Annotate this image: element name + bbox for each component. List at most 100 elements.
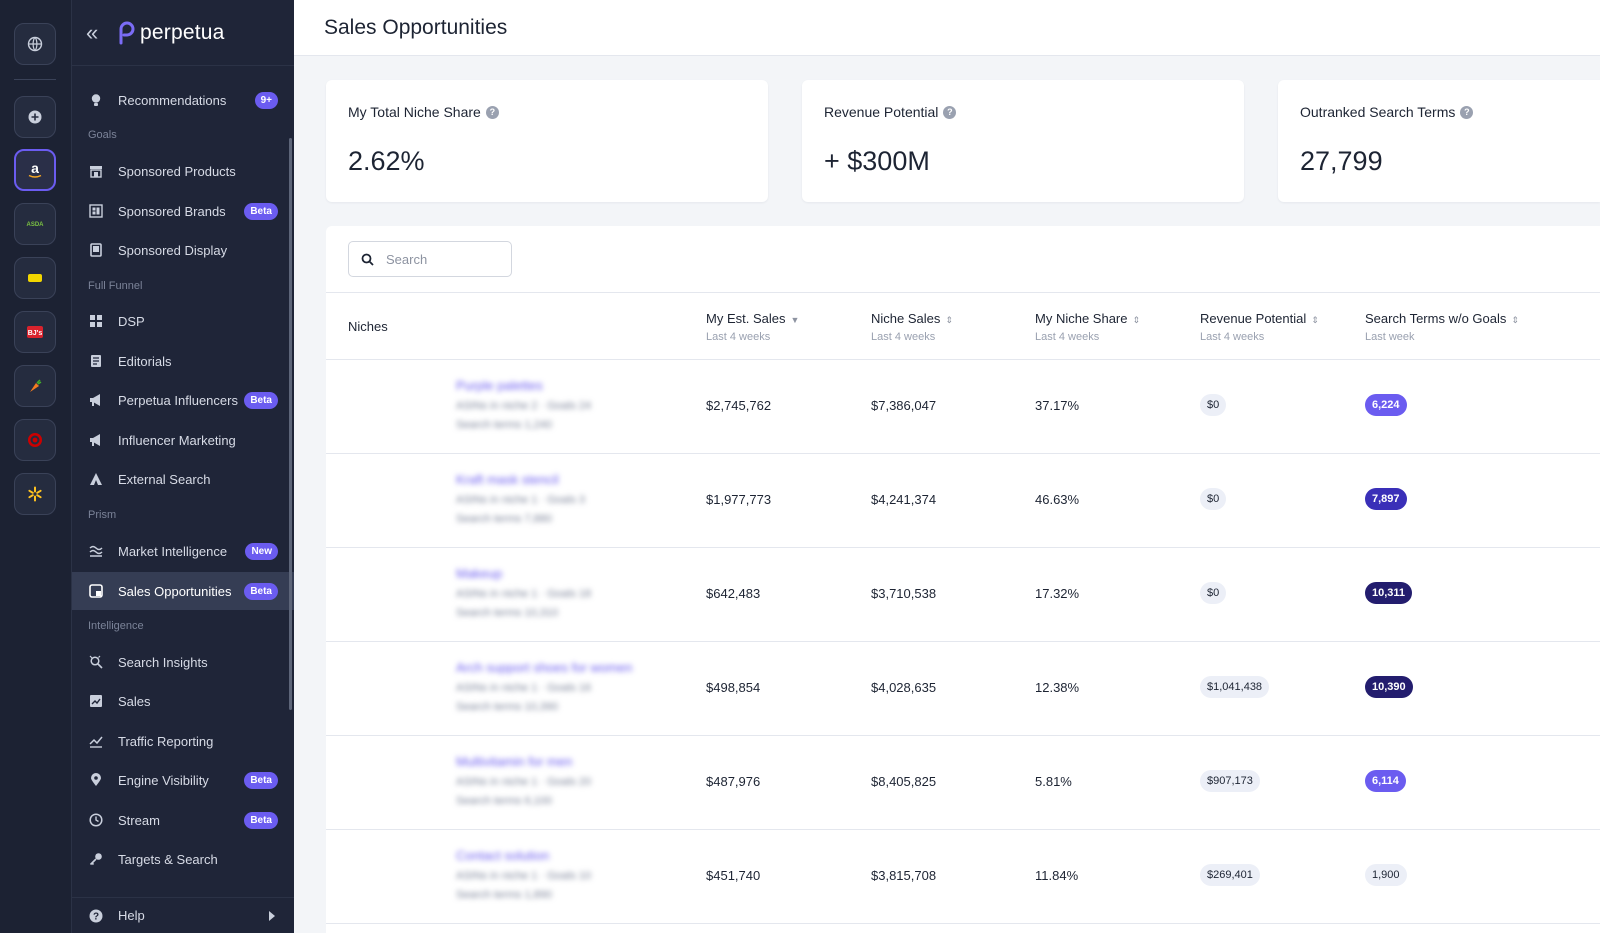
revenue-pill: $0 (1200, 582, 1227, 604)
niche-link[interactable]: Arch support shoes for women (456, 660, 633, 675)
help-icon[interactable]: ? (1460, 105, 1474, 119)
rail-add-button[interactable] (14, 96, 56, 138)
sidebar-item-sponsored-brands[interactable]: Sponsored Brands Beta (72, 192, 294, 230)
search-icon (361, 253, 374, 266)
column-header-my-est-sales[interactable]: My Est. Sales ▼ Last 4 weeks (706, 311, 799, 343)
column-label: Niche Sales (871, 311, 941, 326)
column-header-niche-sales[interactable]: Niche Sales ⇕ Last 4 weeks (871, 311, 953, 343)
sidebar-item-dsp[interactable]: DSP (72, 302, 294, 340)
card-label: Outranked Search Terms (1300, 104, 1456, 120)
table-row[interactable]: Kraft mask stencil ASINs in niche 1 · Go… (326, 454, 1600, 548)
perpetua-logo-icon (119, 21, 135, 44)
plus-circle-icon (28, 110, 42, 124)
sidebar-item-label: Traffic Reporting (118, 733, 214, 749)
sidebar-item-label: DSP (118, 313, 145, 329)
sales-chart-icon (90, 695, 102, 707)
share-cell: 5.81% (1035, 774, 1072, 789)
card-value: 2.62% (348, 146, 425, 176)
niche-link[interactable]: Kraft mask stencil (456, 472, 559, 487)
sidebar-item-influencer-marketing[interactable]: Influencer Marketing (72, 421, 294, 459)
table-row[interactable]: Multivitamin for men ASINs in niche 1 · … (326, 736, 1600, 830)
search-input[interactable] (386, 251, 496, 267)
my-sales-cell: $642,483 (706, 586, 761, 601)
sidebar-item-label: Engine Visibility (118, 772, 209, 788)
help-icon[interactable]: ? (485, 105, 499, 119)
sidebar-item-sponsored-display[interactable]: Sponsored Display (72, 231, 294, 269)
column-header-revenue-potential[interactable]: Revenue Potential ⇕ Last 4 weeks (1200, 311, 1319, 343)
brand-logo[interactable]: perpetua (116, 21, 225, 45)
rail-amazon-button[interactable]: a (14, 149, 56, 191)
rail-instacart-button[interactable] (14, 365, 56, 407)
column-header-my-niche-share[interactable]: My Niche Share ⇕ Last 4 weeks (1035, 311, 1140, 343)
sort-desc-icon[interactable]: ▼ (790, 315, 800, 325)
niche-sales-cell: $7,386,047 (871, 398, 937, 413)
search-terms-pill[interactable]: 10,311 (1365, 582, 1413, 604)
sidebar-item-targets-search[interactable]: Targets & Search (72, 840, 294, 878)
brand-grid-icon (89, 204, 103, 218)
my-sales-cell: $1,977,773 (706, 492, 772, 507)
sort-icon[interactable]: ⇕ (945, 315, 953, 325)
sidebar-item-label: Search Insights (118, 654, 208, 670)
niche-cell: Contact solution ASINs in niche 1 · Goal… (456, 848, 591, 901)
niche-link[interactable]: Contact solution (456, 848, 550, 863)
search-terms-pill[interactable]: 6,224 (1365, 394, 1407, 416)
rail-global-button[interactable] (14, 23, 56, 65)
sidebar-item-stream[interactable]: Stream Beta (72, 801, 294, 839)
niche-link[interactable]: Makeup (456, 566, 503, 581)
location-pin-icon (91, 773, 101, 786)
sidebar-item-engine-visibility[interactable]: Engine Visibility Beta (72, 761, 294, 799)
sort-icon[interactable]: ⇕ (1311, 315, 1319, 325)
rail-bjs-button[interactable]: BJ's (14, 311, 56, 353)
search-terms-pill[interactable]: 10,390 (1365, 676, 1413, 698)
rail-walmart-button[interactable] (14, 473, 56, 515)
sidebar-item-sales[interactable]: Sales (72, 682, 294, 720)
share-cell: 12.38% (1035, 680, 1080, 695)
help-circle-icon: ? (89, 909, 103, 922)
sidebar-scrollbar[interactable] (289, 138, 292, 710)
search-terms-pill[interactable]: 1,900 (1365, 864, 1407, 886)
sidebar: « perpetua Recommendations 9+ Goals Spon… (72, 0, 294, 933)
sidebar-item-perpetua-influencers[interactable]: Perpetua Influencers Beta (72, 381, 294, 419)
search-terms-pill[interactable]: 6,114 (1365, 770, 1406, 792)
niche-link[interactable]: Multivitamin for men (456, 754, 573, 769)
sidebar-item-help[interactable]: ? Help (72, 897, 294, 933)
svg-text:a: a (31, 160, 39, 176)
rail-target-button[interactable] (14, 419, 56, 461)
collapse-sidebar-icon[interactable]: « (86, 19, 99, 45)
column-header-niches[interactable]: Niches (348, 319, 388, 334)
sidebar-item-external-search[interactable]: External Search (72, 460, 294, 498)
sidebar-item-recommendations[interactable]: Recommendations 9+ (72, 81, 294, 119)
sidebar-item-editorials[interactable]: Editorials (72, 342, 294, 380)
share-cell: 11.84% (1035, 868, 1079, 883)
sort-icon[interactable]: ⇕ (1132, 315, 1141, 325)
table-row[interactable]: Arch support shoes for women ASINs in ni… (326, 642, 1600, 736)
outranked-search-terms-card: Outranked Search Terms? 27,799 (1278, 80, 1600, 202)
column-header-search-terms[interactable]: Search Terms w/o Goals ⇕ Last week (1365, 311, 1519, 343)
sidebar-item-search-insights[interactable]: Search Insights (72, 643, 294, 681)
sidebar-item-sales-opportunities[interactable]: Sales Opportunities Beta (72, 572, 294, 610)
column-label: My Est. Sales (706, 311, 786, 326)
card-value: + $300M (824, 146, 930, 176)
table-row[interactable]: Makeup ASINs in niche 1 · Goals 18 Searc… (326, 548, 1600, 642)
niche-sales-cell: $3,710,538 (871, 586, 937, 601)
sidebar-item-traffic-reporting[interactable]: Traffic Reporting (72, 722, 294, 760)
sort-icon[interactable]: ⇕ (1511, 315, 1519, 325)
niche-sales-cell: $4,028,635 (871, 680, 937, 695)
table-row[interactable]: Purple palettes ASINs in niche 2 · Goals… (326, 360, 1600, 454)
niche-sales-cell: $3,815,708 (871, 868, 937, 883)
megaphone-icon (90, 394, 100, 406)
sidebar-item-market-intelligence[interactable]: Market Intelligence New (72, 532, 294, 570)
retailer-logo-icon (28, 274, 42, 282)
niche-link[interactable]: Purple palettes (456, 378, 543, 393)
rail-asda-button[interactable]: ASDA (14, 203, 56, 245)
rail-yellow-retailer-button[interactable] (14, 257, 56, 299)
sidebar-item-label: Influencer Marketing (118, 432, 236, 448)
sidebar-item-sponsored-products[interactable]: Sponsored Products (72, 152, 294, 190)
section-label-intelligence: Intelligence (88, 620, 144, 632)
table-row[interactable]: Contact solution ASINs in niche 1 · Goal… (326, 830, 1600, 924)
sidebar-item-label: Sponsored Brands (118, 203, 226, 219)
search-terms-pill[interactable]: 7,897 (1365, 488, 1407, 510)
help-icon[interactable]: ? (943, 105, 957, 119)
sidebar-item-label: Sponsored Display (118, 242, 228, 258)
search-insights-icon (89, 655, 103, 669)
